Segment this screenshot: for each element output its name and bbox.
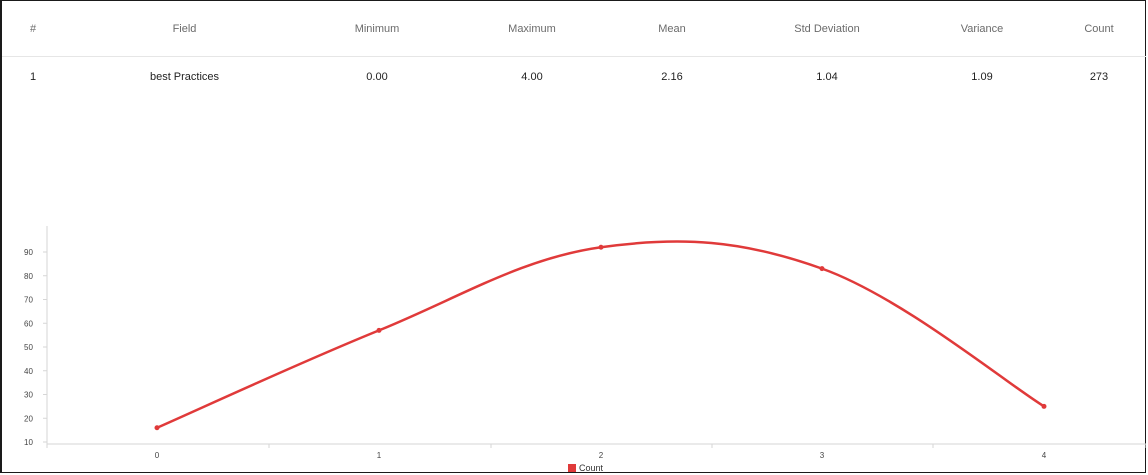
column-header-minimum: Minimum bbox=[292, 1, 462, 57]
y-tick-label: 10 bbox=[24, 438, 33, 447]
x-tick-label: 1 bbox=[377, 451, 382, 460]
column-header-mean: Mean bbox=[602, 1, 742, 57]
cell-count: 273 bbox=[1089, 71, 1109, 83]
data-point bbox=[1041, 403, 1047, 409]
cell-field: best Practices bbox=[149, 71, 220, 83]
cell-index: 1 bbox=[30, 71, 37, 83]
statistics-table: # Field Minimum Maximum Mean Std Deviati… bbox=[2, 1, 1146, 97]
chart-series bbox=[154, 240, 1047, 431]
table-header-row: # Field Minimum Maximum Mean Std Deviati… bbox=[2, 1, 1146, 57]
y-tick-label: 80 bbox=[24, 272, 33, 281]
cell-std-deviation: 1.04 bbox=[816, 71, 838, 83]
x-tick-label: 4 bbox=[1042, 451, 1047, 460]
legend-swatch-count bbox=[568, 464, 576, 472]
column-header-field: Field bbox=[77, 1, 292, 57]
y-axis: 10 20 30 40 50 60 70 80 90 bbox=[24, 226, 48, 447]
table-row: 1 best Practices 0.00 4.00 2.16 1.04 1.0… bbox=[2, 57, 1146, 98]
x-tick-label: 2 bbox=[599, 451, 604, 460]
y-tick-label: 20 bbox=[24, 414, 33, 423]
column-header-variance: Variance bbox=[912, 1, 1052, 57]
data-point bbox=[598, 244, 604, 250]
column-header-count: Count bbox=[1052, 1, 1146, 57]
chart-legend: Count bbox=[568, 463, 604, 473]
y-tick-label: 30 bbox=[24, 391, 33, 400]
data-point bbox=[154, 425, 160, 431]
y-tick-label: 60 bbox=[24, 319, 33, 328]
column-header-std-deviation: Std Deviation bbox=[742, 1, 912, 57]
series-line-count bbox=[155, 240, 1046, 429]
cell-maximum: 4.00 bbox=[521, 71, 543, 83]
y-tick-label: 90 bbox=[24, 248, 33, 257]
x-tick-label: 3 bbox=[820, 451, 825, 460]
x-axis: 0 1 2 3 4 bbox=[46, 443, 1146, 460]
cell-variance: 1.09 bbox=[971, 71, 993, 83]
column-header-index: # bbox=[2, 1, 77, 57]
cell-mean: 2.16 bbox=[661, 71, 683, 83]
column-header-maximum: Maximum bbox=[462, 1, 602, 57]
cell-minimum: 0.00 bbox=[366, 71, 388, 83]
x-tick-label: 0 bbox=[155, 451, 160, 460]
y-tick-label: 70 bbox=[24, 296, 33, 305]
y-tick-label: 40 bbox=[24, 367, 33, 376]
data-point bbox=[819, 266, 825, 272]
data-point bbox=[376, 327, 382, 333]
y-tick-label: 50 bbox=[24, 343, 33, 352]
legend-label-count: Count bbox=[579, 463, 604, 473]
